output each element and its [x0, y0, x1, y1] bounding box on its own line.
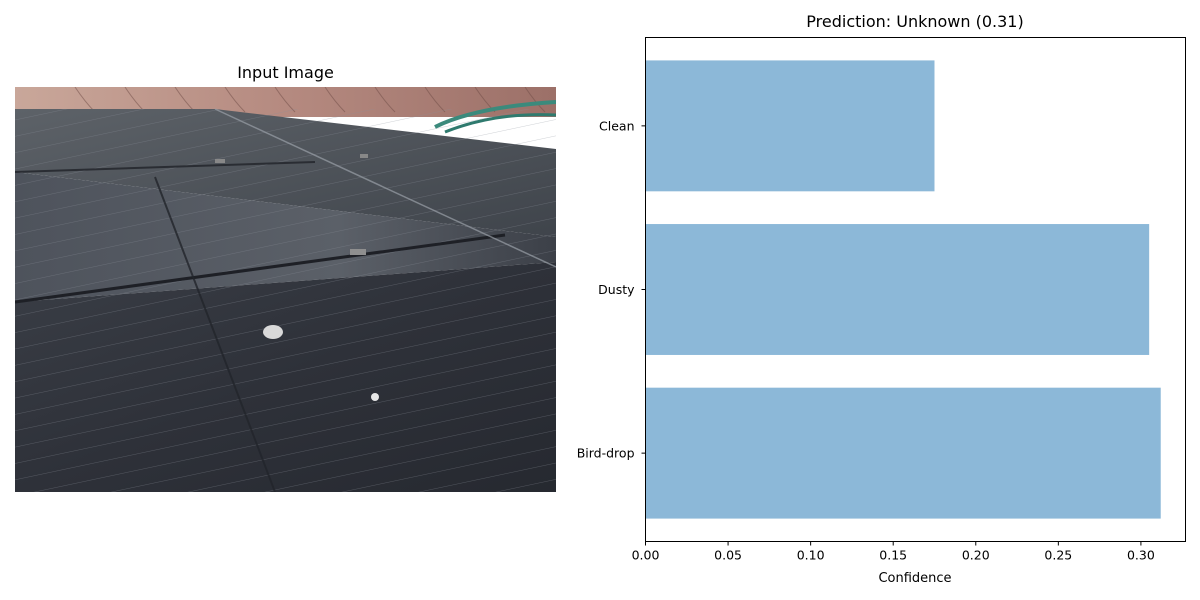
x-tick-label: 0.15: [879, 548, 907, 563]
bar-dusty: [645, 224, 1150, 355]
x-tick-label: 0.25: [1044, 548, 1072, 563]
chart-title: Prediction: Unknown (0.31): [806, 12, 1024, 31]
x-tick-label: 0.10: [797, 548, 825, 563]
y-tick-label: Dusty: [598, 282, 635, 297]
x-tick-label: 0.30: [1127, 548, 1155, 563]
bar-clean: [645, 60, 935, 192]
x-axis-label: Confidence: [878, 571, 951, 586]
y-tick-label: Bird-drop: [577, 446, 635, 461]
x-tick-label: 0.05: [714, 548, 742, 563]
image-title: Input Image: [237, 63, 334, 82]
solar-panel-photo: [15, 87, 556, 492]
y-tick-label: Clean: [599, 118, 634, 133]
x-tick-label: 0.00: [632, 548, 660, 563]
bar-bird-drop: [645, 387, 1161, 519]
x-tick-label: 0.20: [962, 548, 990, 563]
